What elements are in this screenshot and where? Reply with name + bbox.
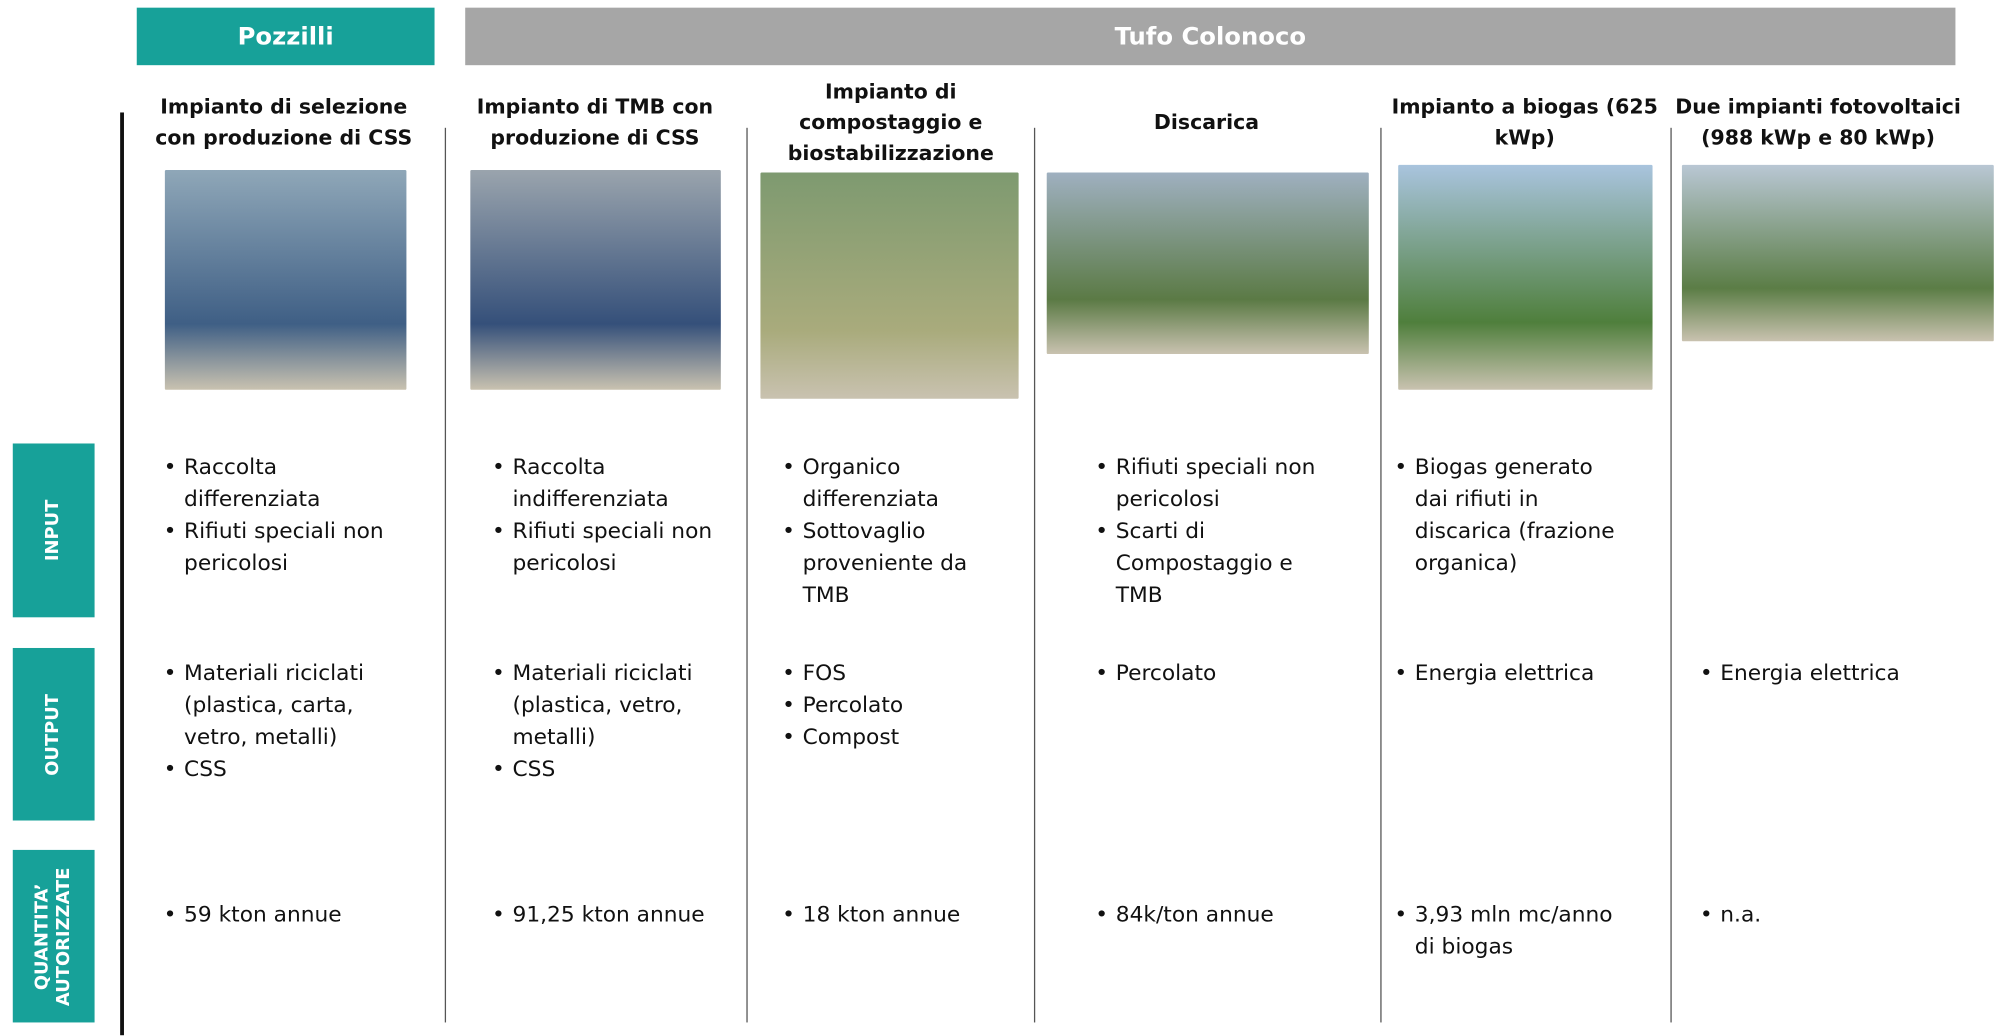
column-divider bbox=[1670, 127, 1672, 1023]
row-label: OUTPUT bbox=[42, 693, 64, 776]
column-title: Impianto di TMB con produzione di CSS bbox=[476, 94, 714, 150]
photo bbox=[1046, 172, 1369, 355]
bullet-list: Raccolta differenziataRifiuti speciali n… bbox=[164, 452, 388, 580]
bullet-list: 91,25 kton annue bbox=[492, 900, 716, 932]
photo bbox=[470, 169, 721, 390]
column-divider bbox=[1380, 127, 1382, 1023]
bullet-item: Raccolta indifferenziata bbox=[492, 452, 716, 516]
bullet-item: n.a. bbox=[1700, 900, 1943, 932]
bullet-item: Compost bbox=[782, 722, 1006, 754]
photo bbox=[1398, 164, 1653, 390]
bullet-item: Percolato bbox=[782, 690, 1006, 722]
bullet-item: Biogas generato dai rifiuti in discarica… bbox=[1394, 452, 1618, 580]
bullet-list: Biogas generato dai rifiuti in discarica… bbox=[1394, 452, 1618, 580]
bullet-item: 84k/ton annue bbox=[1095, 900, 1338, 932]
bullet-list: Energia elettrica bbox=[1700, 658, 1943, 690]
bullet-item: Percolato bbox=[1095, 658, 1338, 690]
bullet-item: Raccolta differenziata bbox=[164, 452, 388, 516]
bullet-list: 84k/ton annue bbox=[1095, 900, 1338, 932]
photo bbox=[1681, 164, 1994, 342]
bullet-list: Materiali riciclati (plastica, carta, ve… bbox=[164, 658, 388, 786]
column-divider bbox=[444, 127, 447, 1023]
bullet-list: Organico differenziataSottovaglio proven… bbox=[782, 452, 1006, 612]
row-label-box: OUTPUT bbox=[12, 647, 95, 821]
bullet-list: Energia elettrica bbox=[1394, 658, 1618, 690]
bullet-list: 3,93 mln mc/anno di biogas bbox=[1394, 900, 1618, 964]
bullet-item: Sottovaglio proveniente da TMB bbox=[782, 516, 1006, 612]
group-header: Tufo Colonoco bbox=[465, 7, 1956, 66]
bullet-list: Raccolta indifferenziataRifiuti speciali… bbox=[492, 452, 716, 580]
bullet-list: 59 kton annue bbox=[164, 900, 388, 932]
bullet-item: 91,25 kton annue bbox=[492, 900, 716, 932]
bullet-item: 59 kton annue bbox=[164, 900, 388, 932]
row-label: QUANTITA’ AUTORIZZATE bbox=[31, 866, 75, 1006]
bullet-list: Rifiuti speciali non pericolosiScarti di… bbox=[1095, 452, 1338, 612]
bullet-item: 18 kton annue bbox=[782, 900, 1006, 932]
bullet-item: Scarti di Compostaggio e TMB bbox=[1095, 516, 1338, 612]
bullet-item: Organico differenziata bbox=[782, 452, 1006, 516]
bullet-list: Materiali riciclati (plastica, vetro, me… bbox=[492, 658, 716, 786]
row-label-box: INPUT bbox=[12, 443, 95, 618]
axis-line bbox=[120, 112, 124, 1036]
row-label-box: QUANTITA’ AUTORIZZATE bbox=[12, 849, 95, 1023]
column-title: Impianto a biogas (625 kWp) bbox=[1391, 94, 1658, 150]
column-divider bbox=[746, 127, 748, 1023]
row-label: INPUT bbox=[42, 499, 64, 562]
column-title: Due impianti fotovoltaici (988 kWp e 80 … bbox=[1675, 94, 1961, 150]
column-title: Impianto di selezione con produzione di … bbox=[155, 94, 413, 150]
bullet-item: Materiali riciclati (plastica, vetro, me… bbox=[492, 658, 716, 754]
group-header: Pozzilli bbox=[136, 7, 435, 66]
bullet-item: FOS bbox=[782, 658, 1006, 690]
bullet-list: n.a. bbox=[1700, 900, 1943, 932]
bullet-item: CSS bbox=[164, 754, 388, 786]
bullet-item: Energia elettrica bbox=[1700, 658, 1943, 690]
column-divider bbox=[1033, 127, 1036, 1023]
bullet-item: CSS bbox=[492, 754, 716, 786]
bullet-item: Rifiuti speciali non pericolosi bbox=[1095, 452, 1338, 516]
bullet-item: Energia elettrica bbox=[1394, 658, 1618, 690]
bullet-item: 3,93 mln mc/anno di biogas bbox=[1394, 900, 1618, 964]
bullet-list: Percolato bbox=[1095, 658, 1338, 690]
bullet-item: Rifiuti speciali non pericolosi bbox=[492, 516, 716, 580]
photo bbox=[760, 172, 1019, 399]
bullet-list: 18 kton annue bbox=[782, 900, 1006, 932]
bullet-list: FOSPercolatoCompost bbox=[782, 658, 1006, 754]
photo bbox=[164, 169, 407, 390]
bullet-item: Rifiuti speciali non pericolosi bbox=[164, 516, 388, 580]
column-title: Impianto di compostaggio e biostabilizza… bbox=[787, 79, 994, 165]
bullet-item: Materiali riciclati (plastica, carta, ve… bbox=[164, 658, 388, 754]
column-title: Discarica bbox=[1153, 109, 1260, 135]
